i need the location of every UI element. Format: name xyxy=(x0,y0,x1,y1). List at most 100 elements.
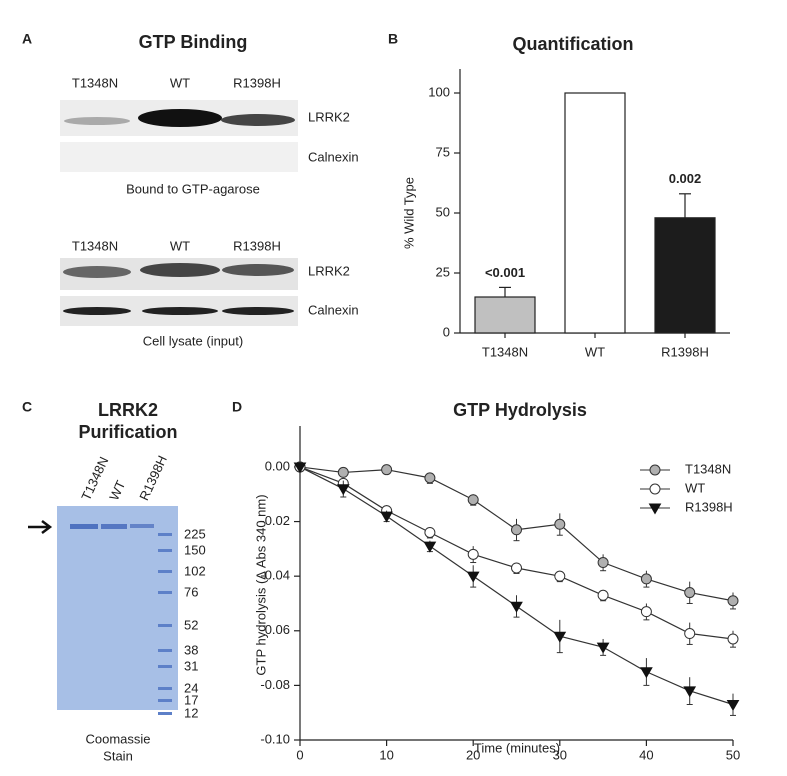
bar xyxy=(564,92,626,334)
y-tick-label: 100 xyxy=(428,84,450,99)
row-label: Calnexin xyxy=(308,149,359,164)
y-tick-label: 0 xyxy=(443,324,450,339)
marker xyxy=(423,541,437,553)
y-tick-label: -0.02 xyxy=(260,513,290,528)
lane-label: T1348N xyxy=(72,238,118,253)
lane-label: WT xyxy=(106,478,128,503)
ladder-band xyxy=(158,591,172,594)
y-tick-label: -0.10 xyxy=(260,731,290,746)
panel-title: LRRK2 xyxy=(98,400,158,420)
marker xyxy=(511,562,522,574)
bar-label: 0.002 xyxy=(669,171,702,186)
marker xyxy=(424,526,436,538)
band xyxy=(63,307,131,315)
ladder-band xyxy=(158,687,172,690)
band xyxy=(63,266,131,278)
marker xyxy=(424,472,436,484)
marker xyxy=(640,667,653,679)
lane-label: R1398H xyxy=(233,238,281,253)
ladder-band xyxy=(158,624,172,627)
ladder-band xyxy=(158,712,172,715)
legend-label: T1348N xyxy=(685,461,731,476)
blot-2: T1348N WT R1398H LRRK2 Calnexin Cell lys… xyxy=(60,238,359,348)
x-axis-label: Time (minutes) xyxy=(474,740,560,755)
marker xyxy=(467,548,479,560)
panel-label: D xyxy=(232,399,242,415)
band xyxy=(222,307,294,315)
ladder-band xyxy=(158,665,172,668)
x-tick-label: 40 xyxy=(639,747,653,762)
x-tick-label: 20 xyxy=(466,747,480,762)
gel xyxy=(57,506,178,710)
panel-title: Purification xyxy=(78,422,177,442)
marker xyxy=(726,700,740,712)
marker xyxy=(336,484,350,496)
blot-strip xyxy=(60,142,298,172)
bar-label: <0.001 xyxy=(485,265,525,280)
arrow xyxy=(28,520,53,534)
panel-label: A xyxy=(22,31,32,47)
x-tick-label: 50 xyxy=(726,747,740,762)
marker xyxy=(727,633,739,645)
marker xyxy=(554,570,566,582)
y-axis-label: GTP hydrolysis (Δ Abs 340 nm) xyxy=(253,494,268,675)
x-tick-label: 10 xyxy=(379,747,393,762)
ladder-label: 24 xyxy=(184,680,198,695)
x-tick-label: WT xyxy=(585,344,605,359)
marker xyxy=(640,573,652,585)
caption: Bound to GTP-agarose xyxy=(126,181,260,196)
marker xyxy=(596,642,610,654)
marker xyxy=(467,494,479,506)
marker xyxy=(597,557,609,569)
marker xyxy=(381,464,393,476)
ladder-band xyxy=(158,649,172,652)
ladder-band xyxy=(158,699,172,702)
marker xyxy=(510,601,523,613)
row-label: Calnexin xyxy=(308,302,359,317)
x-tick-label: R1398H xyxy=(661,344,709,359)
marker xyxy=(597,589,609,601)
legend-marker xyxy=(648,503,662,515)
ladder-label: 76 xyxy=(184,584,198,599)
marker xyxy=(553,631,567,643)
marker xyxy=(554,518,566,530)
lane-label: WT xyxy=(170,75,190,90)
ladder-band xyxy=(158,533,172,536)
marker xyxy=(337,466,349,478)
caption: Cell lysate (input) xyxy=(143,333,243,348)
y-axis-label: % Wild Type xyxy=(401,177,416,249)
y-tick-label: -0.08 xyxy=(260,677,290,692)
marker xyxy=(640,606,652,618)
y-tick-label: 50 xyxy=(436,204,450,219)
panel-title: GTP Binding xyxy=(139,32,248,52)
marker xyxy=(511,524,522,536)
caption: Coomassie xyxy=(85,731,150,746)
y-tick-label: 25 xyxy=(436,264,450,279)
ladder-label: 52 xyxy=(184,617,198,632)
ladder-label: 12 xyxy=(184,705,198,720)
band xyxy=(222,264,294,276)
row-label: LRRK2 xyxy=(308,263,350,278)
marker xyxy=(466,571,480,583)
bar xyxy=(474,296,536,334)
ladder-label: 150 xyxy=(184,542,206,557)
x-tick-label: T1348N xyxy=(482,344,528,359)
marker xyxy=(684,628,696,640)
x-tick-label: 30 xyxy=(553,747,567,762)
row-label: LRRK2 xyxy=(308,109,350,124)
marker xyxy=(683,686,697,698)
x-tick-label: 0 xyxy=(296,747,303,762)
ladder-band xyxy=(158,549,172,552)
band xyxy=(138,109,222,127)
ladder-band xyxy=(158,570,172,573)
band xyxy=(64,117,130,125)
legend-marker xyxy=(649,483,661,495)
panel-label: B xyxy=(388,31,398,47)
lane-label: T1348N xyxy=(72,75,118,90)
marker xyxy=(380,511,393,523)
legend-label: R1398H xyxy=(685,499,733,514)
band xyxy=(101,524,127,529)
bar xyxy=(654,217,716,334)
chart-title: GTP Hydrolysis xyxy=(453,400,587,420)
